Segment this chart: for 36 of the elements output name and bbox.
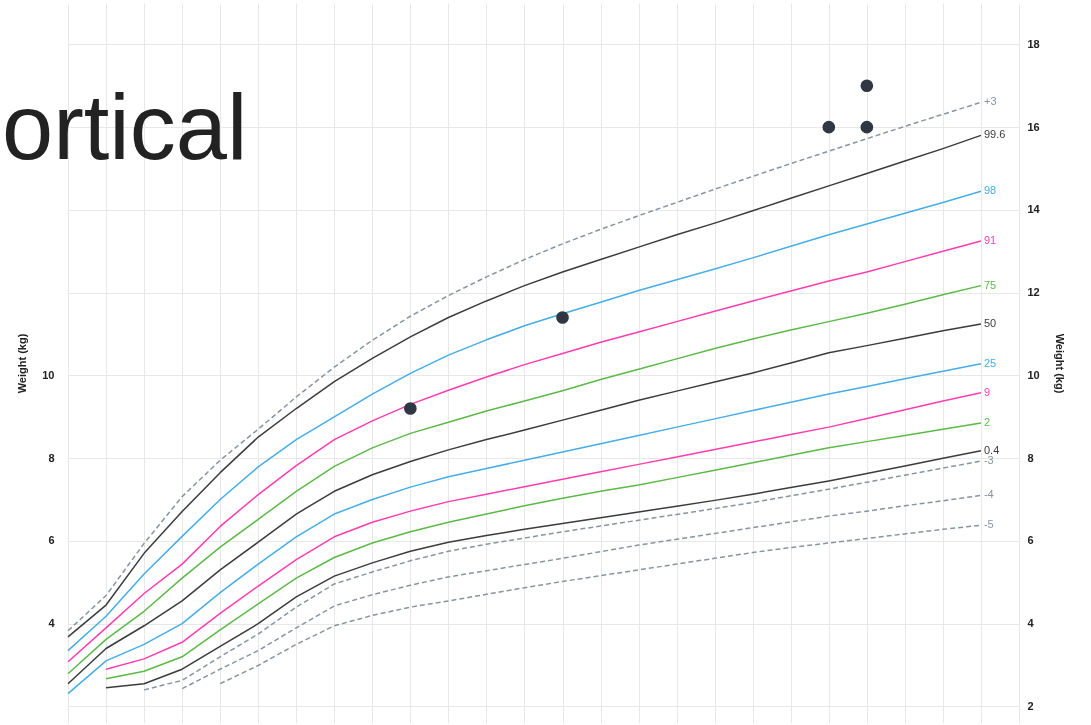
series-label: 91 (983, 233, 997, 246)
y-tick-label: 4 (48, 617, 56, 630)
point (822, 120, 836, 134)
y2-tick-label: 10 (1027, 368, 1040, 381)
y2-axis-title: Weight (kg) (1053, 333, 1066, 394)
series-label: -5 (983, 518, 994, 531)
y-axis-title: Weight (kg) (16, 333, 29, 394)
y2-tick-label: 14 (1027, 203, 1041, 216)
y2-tick-label: 18 (1027, 37, 1040, 50)
series-label: -4 (983, 488, 994, 501)
point (860, 79, 874, 93)
series-label: 99.6 (983, 128, 1006, 141)
series-label: 75 (983, 278, 997, 291)
series-label: 0.4 (983, 443, 1000, 456)
y-tick-label: 10 (42, 368, 55, 381)
series-label: 50 (983, 317, 997, 330)
y2-tick-label: 6 (1027, 534, 1034, 547)
series-label: +3 (983, 95, 997, 108)
series-label: 2 (983, 416, 991, 428)
point (860, 120, 874, 134)
line-series (181, 494, 982, 690)
y2-tick-label: 4 (1027, 617, 1035, 630)
series-label: 98 (983, 184, 997, 197)
series-label: 9 (983, 385, 991, 398)
y2-tick-label: 2 (1027, 699, 1034, 712)
point (404, 402, 417, 415)
text: ortical (2, 76, 248, 178)
y2-tick-label: 12 (1027, 286, 1040, 299)
y2-tick-label: 8 (1027, 451, 1034, 464)
series-label: -3 (983, 454, 994, 467)
y2-tick-label: 16 (1027, 120, 1040, 133)
line-series (219, 524, 982, 685)
series-label: 25 (983, 356, 997, 369)
point (556, 311, 569, 324)
y-tick-label: 6 (48, 534, 55, 547)
y-tick-label: 8 (48, 451, 55, 464)
